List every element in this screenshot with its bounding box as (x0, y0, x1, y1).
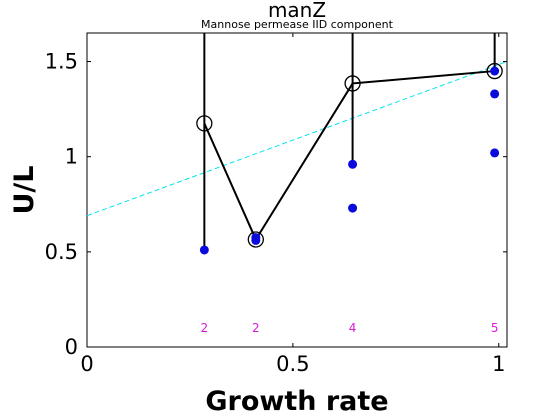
sample-points-layer (199, 66, 500, 255)
mean-marker-2 (247, 231, 264, 248)
x-tick-label-1: 0 (80, 352, 93, 376)
trend-layer (86, 61, 508, 217)
y-tick-label-4: 1.5 (45, 50, 78, 74)
x-axis-label: Growth rate (205, 386, 388, 417)
y-tick-label-3: 1 (65, 145, 78, 169)
mean-marker-4 (486, 62, 503, 80)
count-labels-layer: 2 2 4 5 (201, 321, 499, 335)
sample-point-1 (199, 245, 209, 255)
chart-subtitle: Mannose permease IID component (201, 18, 394, 31)
x-tick-label-2: 0.5 (276, 352, 309, 376)
y-tick-label-1: 0 (65, 335, 78, 359)
sample-point-6 (490, 66, 500, 76)
mean-marker-3 (344, 75, 361, 92)
chart-title: manZ (268, 0, 326, 22)
sample-point-4 (348, 159, 358, 169)
mean-marker-1 (196, 115, 213, 132)
count-label-3: 4 (349, 321, 357, 335)
sample-point-3 (251, 233, 261, 243)
mean-line-layer (203, 70, 495, 242)
y-axis-label: U/L (9, 166, 40, 215)
y-tick-label-2: 0.5 (45, 240, 78, 264)
count-label-1: 2 (201, 321, 209, 335)
sample-point-5 (348, 203, 358, 213)
error-bar-layer (203, 33, 496, 250)
mean-markers-layer (196, 62, 503, 248)
ticks-layer: 0 0.5 1 0 0.5 1 1.5 (45, 33, 507, 376)
plot-frame (86, 32, 508, 348)
count-label-2: 2 (252, 321, 260, 335)
x-tick-label-3: 1 (492, 352, 505, 376)
trend-line (86, 61, 508, 217)
sample-point-7 (490, 89, 500, 99)
mean-line (203, 70, 495, 242)
sample-point-8 (490, 148, 500, 158)
count-label-4: 5 (491, 321, 499, 335)
